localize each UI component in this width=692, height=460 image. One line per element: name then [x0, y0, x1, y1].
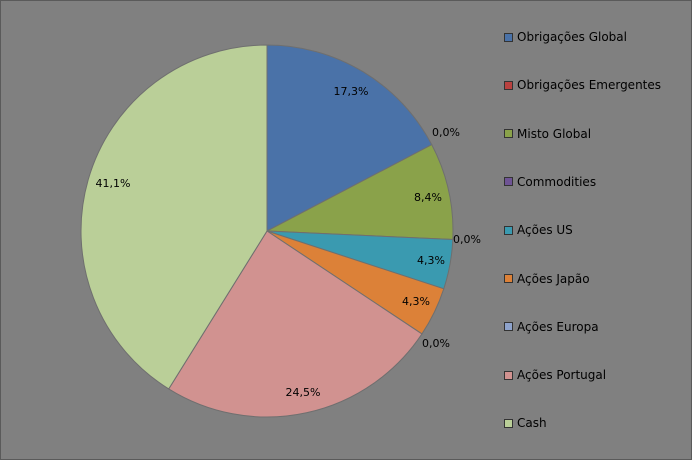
- pie-slice-1: [266, 44, 433, 232]
- legend-label: Ações Europa: [517, 319, 599, 334]
- legend-swatch: [504, 177, 513, 187]
- pie-slice-8: [168, 230, 423, 418]
- data-label-7: 0,0%: [422, 337, 450, 350]
- legend-swatch: [504, 274, 513, 283]
- data-label-3: 8,4%: [414, 191, 442, 204]
- legend-swatch: [504, 80, 513, 90]
- data-label-2: 0,0%: [432, 126, 460, 139]
- legend-item-6: Ações Japão: [504, 271, 590, 287]
- legend-swatch: [504, 225, 513, 235]
- legend-item-9: Cash: [504, 415, 547, 431]
- pie-chart: 17,3% 0,0% 8,4% 0,0% 4,3% 4,3% 0,0% 24,5% 41,1%: [80, 44, 481, 418]
- data-label-1: 17,3%: [334, 85, 369, 98]
- legend-item-7: Ações Europa: [504, 319, 599, 335]
- legend-swatch: [504, 32, 513, 42]
- legend-item-1: Obrigações Global: [504, 29, 627, 45]
- data-label-6: 4,3%: [402, 295, 430, 308]
- legend-label: Ações Portugal: [517, 368, 607, 383]
- legend-label: Misto Global: [517, 126, 592, 141]
- pie-slice-3: [265, 143, 454, 241]
- data-label-5: 4,3%: [417, 254, 445, 267]
- legend-label: Obrigações Emergentes: [517, 78, 662, 93]
- legend-label: Ações US: [517, 223, 573, 238]
- legend-item-2: Obrigações Emergentes: [504, 77, 661, 93]
- legend-label: Cash: [517, 416, 547, 431]
- legend-item-3: Misto Global: [504, 126, 591, 142]
- data-label-8: 24,5%: [286, 386, 321, 399]
- legend-item-5: Ações US: [504, 222, 573, 238]
- legend-swatch: [504, 322, 513, 332]
- legend-swatch: [504, 370, 513, 380]
- legend-label: Commodities: [517, 174, 597, 189]
- legend-swatch: [504, 129, 513, 139]
- legend-label: Ações Japão: [517, 271, 590, 286]
- legend-label: Obrigações Global: [517, 30, 627, 44]
- pie-slice-9: [80, 44, 268, 390]
- data-label-4: 0,0%: [453, 233, 481, 246]
- legend-item-8: Ações Portugal: [504, 367, 606, 383]
- data-label-9: 41,1%: [96, 177, 131, 190]
- legend-item-4: Commodities: [504, 174, 596, 190]
- legend-swatch: [504, 418, 513, 428]
